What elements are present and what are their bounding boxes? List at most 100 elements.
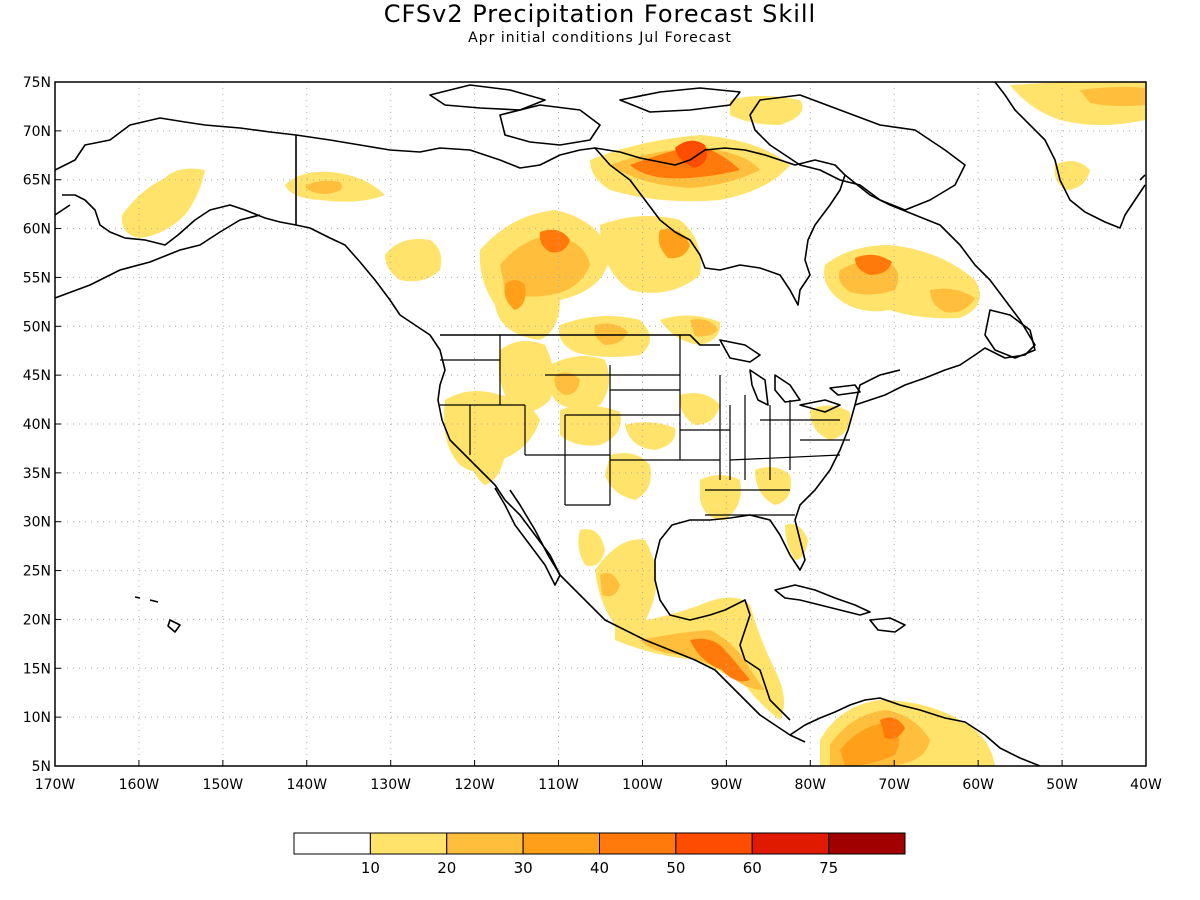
skill-area-florida xyxy=(785,524,808,560)
colorbar-swatch xyxy=(446,832,524,855)
lat-tick-label: 75N xyxy=(23,75,51,91)
skill-area-kansas xyxy=(625,422,676,450)
coast-great-lakes xyxy=(719,339,861,413)
skill-shading xyxy=(121,82,1145,766)
coastlines xyxy=(55,82,1146,766)
coast-west-na xyxy=(399,314,806,743)
lon-tick-label: 160W xyxy=(119,777,160,793)
lat-tick-label: 60N xyxy=(23,222,51,238)
colorbar-label: 10 xyxy=(361,859,380,877)
colorbar-swatch xyxy=(369,832,448,855)
state-lines xyxy=(440,335,850,516)
skill-area-central-america-core xyxy=(690,638,750,682)
skill-area-hudson-peak xyxy=(675,140,708,168)
skill-area-alabama xyxy=(755,466,791,505)
skill-area-bc xyxy=(385,239,442,282)
lat-tick-label: 55N xyxy=(23,270,51,286)
map-title: CFSv2 Precipitation Forecast Skill xyxy=(383,0,817,28)
skill-area-deepsouth xyxy=(700,475,741,520)
lon-tick-label: 170W xyxy=(35,777,76,793)
lon-tick-label: 100W xyxy=(622,777,663,793)
colorbar-label: 40 xyxy=(590,859,609,877)
map-subtitle: Apr initial conditions Jul Forecast xyxy=(468,30,732,46)
skill-area-labrador xyxy=(930,288,975,313)
lon-tick-label: 50W xyxy=(1046,777,1078,793)
colorbar-swatch xyxy=(675,832,753,855)
colorbar-label: 30 xyxy=(514,859,533,877)
lat-tick-label: 40N xyxy=(23,417,51,433)
coast-newfoundland xyxy=(984,309,1036,359)
skill-area-greenland-north-core xyxy=(1080,86,1145,107)
coast-ellesmere xyxy=(619,87,741,113)
coast-arctic-canada xyxy=(295,134,596,169)
colorbar-swatch xyxy=(522,832,600,855)
latitude-labels: 75N 70N 65N 60N 55N 50N 45N 40N 35N 30N 25N 20N 15N 1… xyxy=(23,75,61,775)
skill-area-ontario xyxy=(600,216,701,293)
skill-area-wyoming-core xyxy=(554,372,580,395)
coast-gulf xyxy=(654,404,856,721)
colorbar-swatch xyxy=(293,832,371,855)
lon-tick-label: 60W xyxy=(962,777,994,793)
coast-south-america xyxy=(789,697,1041,766)
skill-area-iowa xyxy=(679,392,720,425)
skill-area-arizona xyxy=(470,446,505,485)
coast-hawaii xyxy=(134,596,181,633)
lon-tick-label: 140W xyxy=(286,777,327,793)
lat-tick-label: 15N xyxy=(23,661,51,677)
coast-hispaniola xyxy=(869,617,906,633)
coast-baffin xyxy=(749,94,966,211)
lat-tick-label: 30N xyxy=(23,515,51,531)
skill-area-dakota-core xyxy=(690,319,718,337)
skill-area-virginia xyxy=(810,405,851,440)
skill-area-alberta-core2 xyxy=(539,229,570,253)
lon-tick-label: 80W xyxy=(794,777,826,793)
lon-tick-label: 70W xyxy=(878,777,910,793)
skill-area-arctic xyxy=(730,96,803,125)
skill-area-greenland-south xyxy=(1054,161,1090,190)
colorbar-swatch xyxy=(828,832,906,855)
skill-area-alberta-core xyxy=(504,280,526,310)
coast-cuba xyxy=(774,584,871,616)
skill-area-mexico-core xyxy=(600,572,620,597)
coast-greenland xyxy=(994,82,1146,229)
lat-tick-label: 45N xyxy=(23,368,51,384)
skill-area-quebec-core xyxy=(855,254,892,275)
colorbar-swatch xyxy=(599,832,677,855)
coast-alaska xyxy=(55,117,401,316)
lat-tick-label: 5N xyxy=(32,759,51,775)
lon-tick-label: 130W xyxy=(370,777,411,793)
skill-area-colorado xyxy=(560,405,621,446)
skill-area-mexico-west xyxy=(578,529,605,566)
lon-tick-label: 120W xyxy=(454,777,495,793)
lat-tick-label: 25N xyxy=(23,564,51,580)
coast-arctic-north xyxy=(429,84,546,111)
colorbar: 10 20 30 40 50 60 75 xyxy=(293,832,906,877)
lat-tick-label: 50N xyxy=(23,319,51,335)
skill-area-alberta-mid xyxy=(500,235,590,297)
skill-area-alaska xyxy=(121,168,205,238)
longitude-labels: 170W 160W 150W 140W 130W 120W 110W 100W 90W 80W 70… xyxy=(35,760,1162,793)
coast-victoria xyxy=(499,104,601,146)
coast-labrador xyxy=(844,174,1036,406)
coast-baja xyxy=(494,487,561,586)
colorbar-label: 60 xyxy=(743,859,762,877)
lon-tick-label: 110W xyxy=(538,777,579,793)
colorbar-swatch xyxy=(751,832,830,855)
skill-area-mexico xyxy=(595,539,657,633)
lat-tick-label: 65N xyxy=(23,173,51,189)
colorbar-label: 50 xyxy=(666,859,685,877)
skill-area-yukon-core xyxy=(305,180,343,194)
skill-area-great-basin xyxy=(444,391,540,472)
lon-tick-label: 90W xyxy=(711,777,743,793)
skill-area-venezuela-peak xyxy=(880,717,905,739)
lat-tick-label: 70N xyxy=(23,124,51,140)
lat-tick-label: 35N xyxy=(23,466,51,482)
lat-tick-label: 10N xyxy=(23,710,51,726)
coast-hudson-bay xyxy=(594,147,846,306)
lat-tick-label: 20N xyxy=(23,612,51,628)
colorbar-label: 75 xyxy=(819,859,838,877)
lon-tick-label: 40W xyxy=(1130,777,1162,793)
colorbar-label: 20 xyxy=(437,859,456,877)
skill-area-idaho xyxy=(498,341,554,412)
